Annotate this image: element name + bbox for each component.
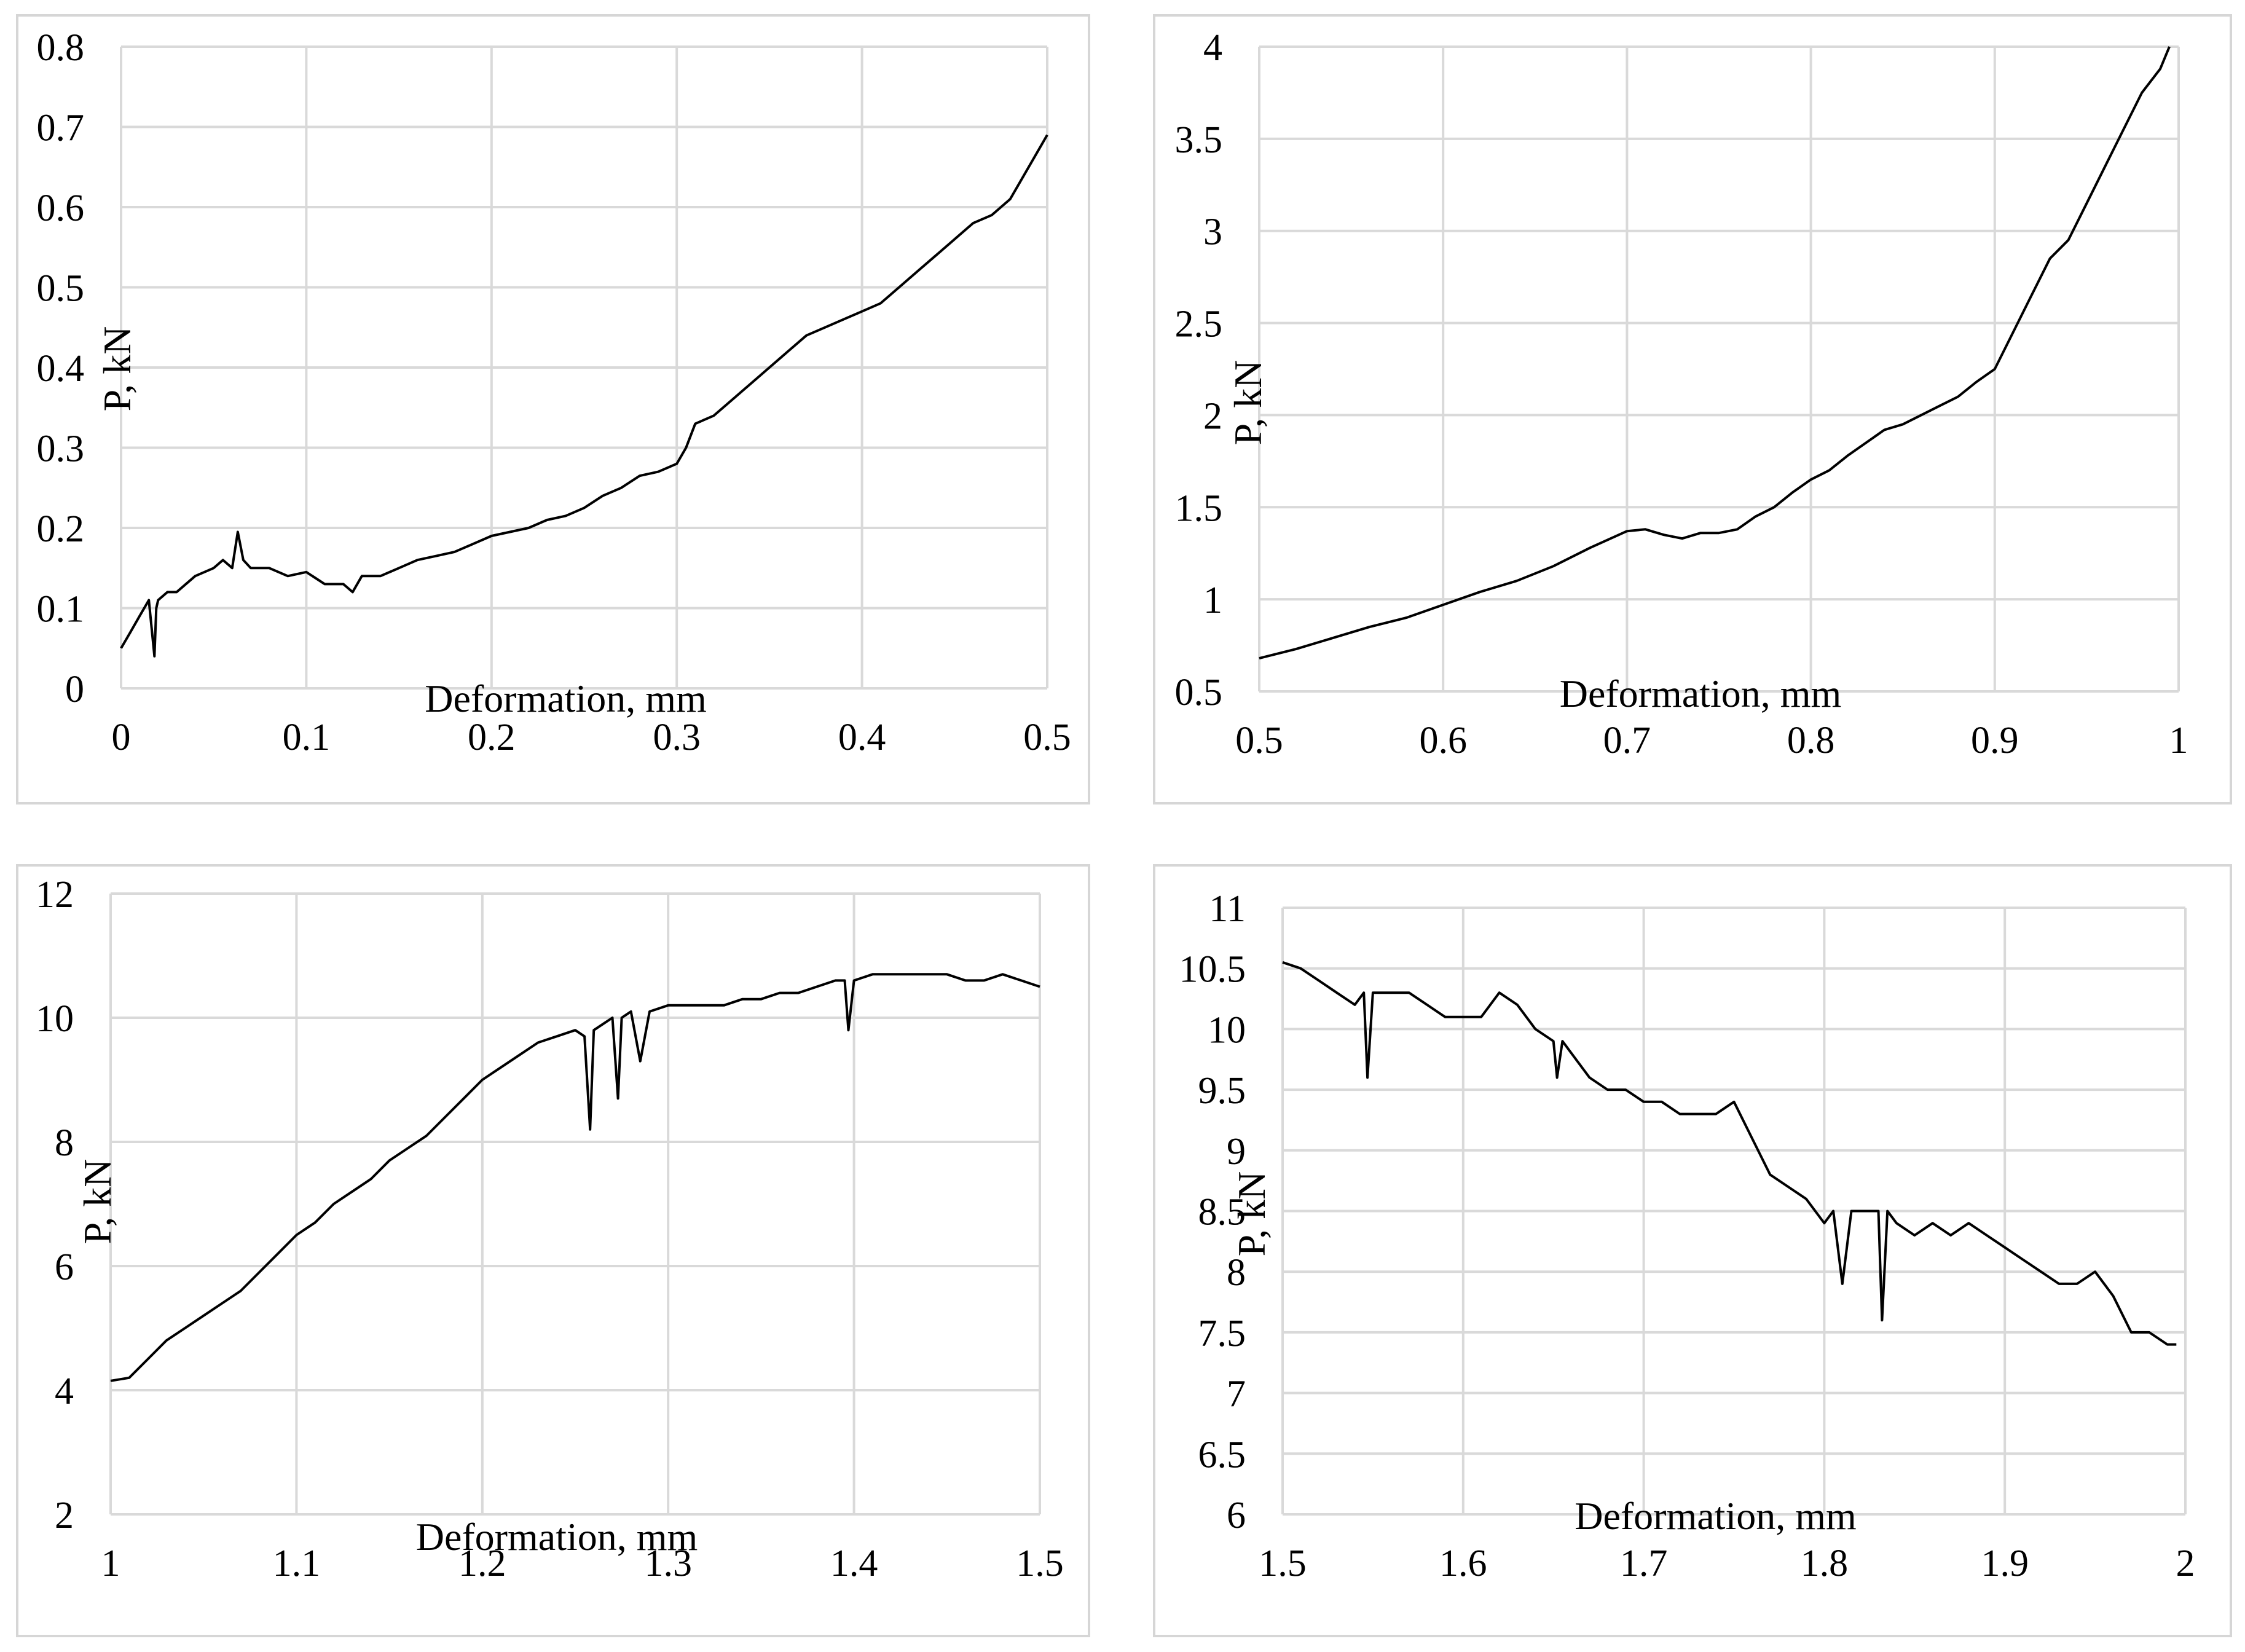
x-tick-label: 1.5: [1016, 1543, 1064, 1584]
chart-frame: [1153, 864, 2232, 1637]
x-tick-label: 0.7: [1603, 720, 1651, 761]
y-tick-label: 9: [1227, 1131, 1246, 1173]
x-tick-label: 2: [2176, 1543, 2195, 1584]
y-tick-label: 0: [65, 669, 84, 710]
y-tick-label: 10: [36, 998, 74, 1040]
y-tick-label: 4: [55, 1371, 74, 1412]
chart-panel-4: 1.5 1.6 1.7 1.8 1.9 2 6 6.5 7 7.5 8 8.5 9 9.5 10 10.5 11…: [1153, 864, 2232, 1637]
chart-frame: [16, 864, 1090, 1637]
y-tick-label: 10.5: [1179, 949, 1246, 991]
x-tick-label: 0.2: [468, 717, 516, 758]
x-tick-label: 0.9: [1971, 720, 2019, 761]
y-tick-label: 0.4: [37, 348, 85, 390]
x-tick-label: 1: [2169, 720, 2188, 761]
x-tick-label: 1.3: [644, 1543, 692, 1584]
x-tick-label: 0.8: [1787, 720, 1835, 761]
y-tick-label: 4: [1203, 27, 1222, 69]
y-tick-label: 0.8: [37, 27, 85, 69]
x-tick-label: 1.8: [1801, 1543, 1849, 1584]
y-axis-title: P, kN: [76, 1159, 119, 1245]
y-tick-label: 7.5: [1198, 1313, 1246, 1355]
series-line: [1282, 961, 2177, 1346]
y-axis-title: P, kN: [1230, 1171, 1273, 1257]
y-tick-label: 8: [1227, 1252, 1246, 1294]
y-tick-label: 6.5: [1198, 1434, 1246, 1476]
y-tick-label: 3.5: [1175, 119, 1223, 161]
x-tick-label: 1.4: [830, 1543, 878, 1584]
x-axis-title: Deformation, mm: [1560, 672, 1842, 715]
y-axis-title: P, kN: [95, 326, 139, 412]
series-line: [110, 973, 1040, 1382]
y-tick-label: 1.5: [1175, 487, 1223, 529]
y-tick-label: 10: [1208, 1009, 1246, 1051]
x-tick-label: 1.1: [273, 1543, 321, 1584]
y-tick-label: 0.3: [37, 428, 85, 470]
x-tick-label: 0.5: [1023, 717, 1071, 758]
y-tick-label: 8: [55, 1122, 74, 1164]
chart-frame: [16, 14, 1090, 804]
y-tick-label: 8.5: [1198, 1192, 1246, 1233]
y-tick-label: 0.5: [1175, 672, 1223, 714]
x-tick-label: 0.3: [653, 717, 701, 758]
y-tick-label: 6: [1227, 1495, 1246, 1536]
y-tick-label: 0.1: [37, 589, 85, 631]
chart-panel-3: 1 1.1 1.2 1.3 1.4 1.5 2 4 6 8 10 12 Deformation, mm P…: [16, 864, 1090, 1637]
series-line: [1259, 46, 2171, 660]
y-tick-label: 11: [1209, 888, 1246, 930]
x-tick-label: 1.5: [1259, 1543, 1307, 1584]
chart-frame: [1153, 14, 2232, 804]
y-tick-label: 12: [36, 874, 74, 916]
y-tick-label: 0.7: [37, 108, 85, 149]
y-tick-label: 0.5: [37, 268, 85, 310]
x-axis-title: Deformation, mm: [425, 677, 707, 720]
y-axis-title: P, kN: [1226, 360, 1270, 446]
chart-panel-2: 0.5 0.6 0.7 0.8 0.9 1 0.5 1 1.5 2 2.5 3 3.5 4 Deformat…: [1153, 14, 2232, 804]
series-line: [120, 134, 1048, 658]
x-tick-label: 0.4: [838, 717, 886, 758]
x-tick-label: 1: [101, 1543, 120, 1584]
x-tick-label: 0.6: [1419, 720, 1467, 761]
x-tick-label: 0.1: [283, 717, 331, 758]
y-tick-label: 6: [55, 1246, 74, 1288]
y-tick-label: 1: [1203, 580, 1222, 621]
x-tick-label: 0: [112, 717, 131, 758]
y-tick-label: 0.2: [37, 508, 85, 550]
x-tick-label: 1.6: [1439, 1543, 1487, 1584]
x-tick-label: 1.7: [1620, 1543, 1668, 1584]
y-tick-label: 2: [55, 1495, 74, 1536]
y-tick-label: 0.6: [37, 187, 85, 229]
y-tick-label: 7: [1227, 1374, 1246, 1415]
x-tick-label: 1.2: [458, 1543, 506, 1584]
y-tick-label: 9.5: [1198, 1070, 1246, 1112]
x-axis-title: Deformation, mm: [1575, 1494, 1857, 1538]
y-tick-label: 3: [1203, 211, 1222, 253]
y-tick-label: 2.5: [1175, 304, 1223, 345]
x-axis-title: Deformation, mm: [416, 1515, 698, 1559]
chart-panel-1: 0 0.1 0.2 0.3 0.4 0.5 0 0.1 0.2 0.3 0.4 0.5 0.6 0.7 0.…: [16, 14, 1090, 804]
x-tick-label: 0.5: [1235, 720, 1283, 761]
y-tick-label: 2: [1203, 395, 1222, 437]
x-tick-label: 1.9: [1981, 1543, 2029, 1584]
